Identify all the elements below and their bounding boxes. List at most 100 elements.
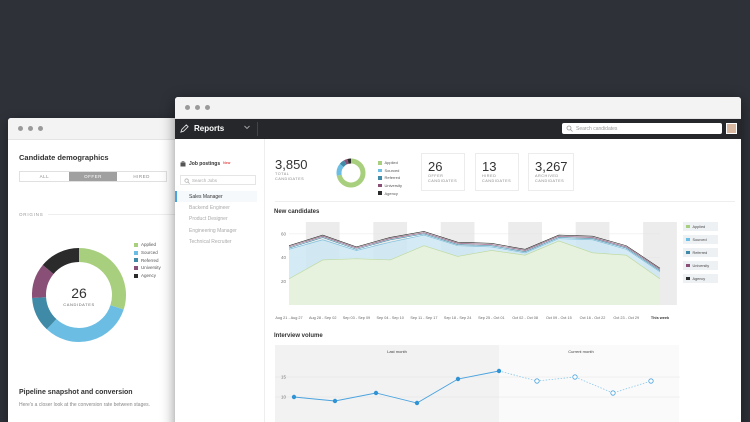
legend-swatch [134, 273, 138, 278]
legend-swatch [686, 263, 690, 268]
job-list-item[interactable]: Technical Recruiter [189, 238, 232, 245]
window-dot[interactable] [195, 105, 200, 110]
divider [48, 214, 188, 215]
donut-caption: CANDIDATES [63, 302, 94, 307]
legend-swatch [134, 250, 138, 255]
last-month-label: Last month [387, 349, 407, 354]
legend-label: Agency [692, 276, 706, 281]
point-current-month[interactable] [648, 378, 654, 384]
line-sourced [288, 234, 661, 273]
legend-label: Sourced [692, 237, 707, 242]
chart-legend-item[interactable]: Agency [683, 274, 718, 283]
window-dot[interactable] [205, 105, 210, 110]
offer-label: OFFER [428, 174, 444, 178]
window-dot[interactable] [185, 105, 190, 110]
point-last-month[interactable] [291, 394, 297, 400]
archived-label: ARCHIVED [535, 174, 559, 178]
point-last-month[interactable] [373, 390, 379, 396]
app-title: Reports [194, 124, 225, 133]
line-university [288, 232, 661, 270]
point-current-month[interactable] [534, 378, 540, 384]
job-list-item[interactable]: Backend Engineer [189, 204, 230, 211]
x-tick-label: Aug 28 - Sep 02 [309, 316, 336, 320]
legend-item: Sourced [378, 167, 402, 175]
legend-swatch [134, 258, 138, 263]
chart-legend-item[interactable]: Applied [683, 222, 718, 231]
point-last-month[interactable] [332, 398, 338, 404]
x-tick-label: Sep 04 - Sep 10 [376, 316, 403, 320]
filter-tab-offer[interactable]: OFFER [68, 172, 118, 181]
hired-label: HIRED [482, 174, 497, 178]
source-legend: Applied Sourced Referred University Agency [378, 159, 402, 197]
total-label: TOTAL [275, 172, 290, 176]
legend-swatch [378, 183, 382, 188]
line-current-month [498, 370, 652, 394]
filter-segmented-control: ALL OFFER HIRED [19, 171, 167, 182]
legend-item: Agency [134, 272, 161, 280]
window-dot[interactable] [28, 126, 33, 131]
total-candidates-stat: 3,850 TOTAL CANDIDATES [275, 157, 308, 182]
legend-label: Referred [692, 250, 708, 255]
point-current-month[interactable] [572, 374, 578, 380]
donut-slice [46, 304, 124, 342]
y-tick-label: 10 [281, 395, 287, 400]
app-header: Reports Search candidates [175, 119, 741, 139]
archived-value: 3,267 [535, 159, 568, 174]
current-month-label: Current month [568, 349, 594, 354]
chart-legend-item[interactable]: University [683, 261, 718, 270]
point-last-month[interactable] [455, 376, 461, 382]
y-tick-label: 40 [281, 255, 287, 260]
divider [257, 122, 258, 136]
y-tick-label: 20 [281, 279, 287, 284]
legend-item: Applied [134, 241, 161, 249]
x-tick-label: Oct 23 - Oct 29 [613, 316, 639, 320]
hired-value: 13 [482, 159, 497, 174]
job-list-item[interactable]: Product Designer [189, 216, 228, 223]
new-candidates-legend: Applied Sourced Referred University Agency [683, 222, 718, 287]
interview-volume-line-chart: Last month Current month 10 15 [275, 345, 680, 422]
job-list-item[interactable]: Sales Manager [175, 191, 257, 203]
job-postings-title: Job postings New [180, 161, 230, 167]
offer-candidates-card[interactable]: 26 OFFER CANDIDATES [421, 153, 465, 191]
offer-label: CANDIDATES [428, 179, 458, 183]
x-tick-label: Oct 16 - Oct 22 [580, 316, 606, 320]
legend-label: Applied [384, 160, 398, 166]
x-tick-label: Aug 21 - Aug 27 [275, 316, 302, 320]
filter-tab-all[interactable]: ALL [39, 174, 50, 179]
divider [264, 139, 265, 422]
filter-tab-hired[interactable]: HIRED [133, 174, 150, 179]
legend-swatch [686, 276, 690, 281]
pipeline-title: Pipeline snapshot and conversion [19, 389, 133, 396]
legend-label: Sourced [384, 167, 400, 173]
new-badge: New [223, 160, 231, 165]
window-dot[interactable] [18, 126, 23, 131]
point-last-month[interactable] [414, 400, 420, 406]
legend-label: University [141, 265, 161, 271]
archived-candidates-card[interactable]: 3,267 ARCHIVED CANDIDATES [528, 153, 574, 191]
search-jobs-placeholder: Search Jobs [192, 177, 218, 183]
candidates-donut-chart [336, 158, 366, 188]
origins-donut-chart: 26 CANDIDATES [32, 248, 126, 342]
area-applied [289, 240, 660, 305]
chart-legend-item[interactable]: Referred [683, 248, 718, 257]
avatar[interactable] [726, 123, 737, 134]
x-tick-label: Oct 02 - Oct 08 [512, 316, 538, 320]
job-list: Sales Manager Backend Engineer Product Des… [175, 191, 257, 247]
point-last-month[interactable] [496, 368, 502, 374]
window-dot[interactable] [38, 126, 43, 131]
legend-swatch [686, 237, 690, 242]
donut-slice [336, 163, 344, 176]
legend-item: Referred [134, 256, 161, 264]
x-tick-label: Sep 03 - Sep 09 [343, 316, 370, 320]
search-jobs-input[interactable]: Search Jobs [180, 175, 256, 185]
x-tick-label: Oct 09 - Oct 15 [546, 316, 572, 320]
chevron-down-icon[interactable] [243, 123, 251, 131]
window-titlebar [8, 118, 198, 140]
y-tick-label: 60 [281, 231, 287, 236]
search-candidates-input[interactable]: Search candidates [562, 123, 722, 134]
legend-item: University [378, 182, 402, 190]
chart-legend-item[interactable]: Sourced [683, 235, 718, 244]
hired-candidates-card[interactable]: 13 HIRED CANDIDATES [475, 153, 519, 191]
point-current-month[interactable] [610, 390, 616, 396]
job-list-item[interactable]: Engineering Manager [189, 227, 237, 234]
